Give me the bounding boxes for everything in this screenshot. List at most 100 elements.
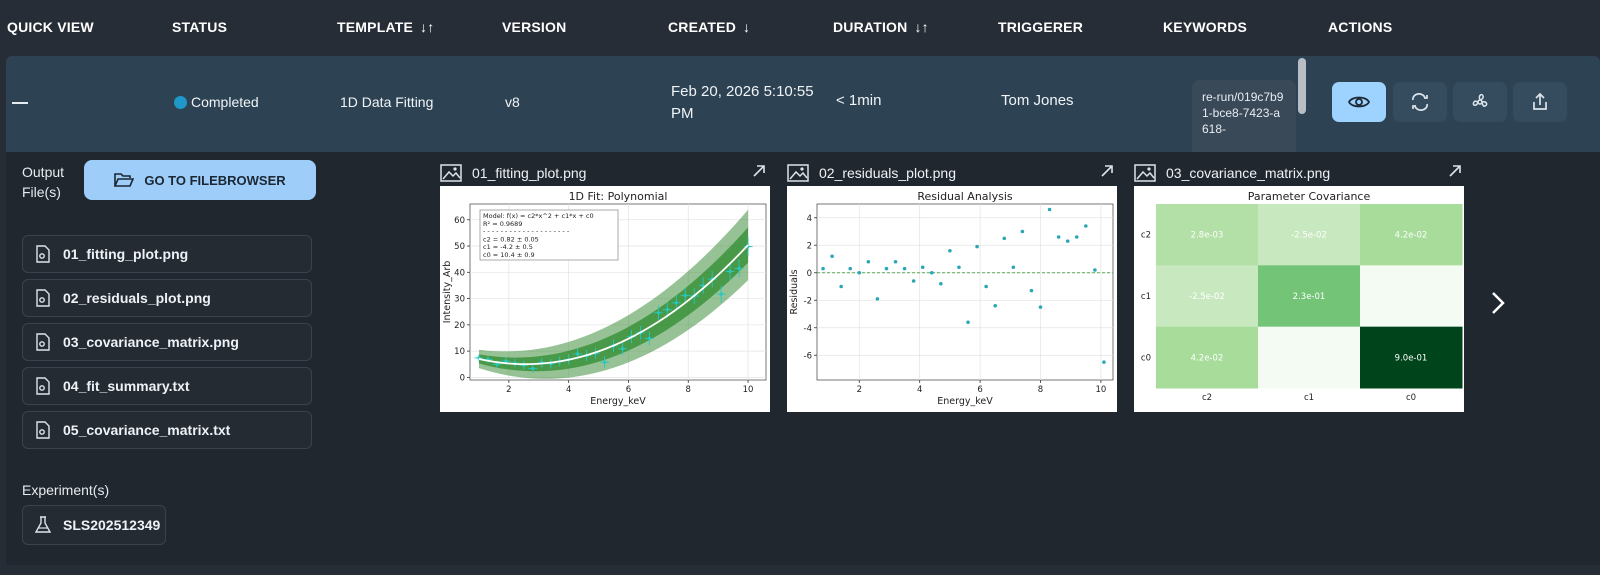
y-tick-label: c2: [1141, 231, 1151, 241]
open-external-icon[interactable]: [752, 164, 766, 178]
residual-point: [911, 279, 916, 283]
data-point: [576, 352, 580, 356]
sort-icon[interactable]: ↓↑: [420, 19, 435, 35]
col-label: TRIGGERER: [998, 19, 1084, 35]
cell-label: -2.5e-02: [1189, 292, 1225, 302]
image-icon: [1134, 164, 1156, 182]
col-quick-view: QUICK VIEW: [7, 19, 94, 35]
col-label: QUICK VIEW: [7, 19, 94, 35]
eye-icon: [1348, 96, 1370, 108]
experiment-item[interactable]: SLS202512349: [22, 505, 166, 545]
cell-label: 2.8e-03: [1191, 231, 1224, 241]
file-item[interactable]: 02_residuals_plot.png: [22, 279, 312, 317]
heatmap-cell: [1360, 265, 1463, 328]
residual-point: [893, 259, 898, 264]
file-item[interactable]: 03_covariance_matrix.png: [22, 323, 312, 361]
data-point: [728, 269, 732, 274]
residual-point: [993, 303, 998, 308]
col-label: KEYWORDS: [1163, 19, 1248, 35]
data-point: [495, 362, 499, 366]
workflow-button[interactable]: [1453, 82, 1507, 122]
cell-label: 9.0e-01: [1395, 353, 1428, 363]
x-tick-label: c1: [1304, 393, 1314, 403]
col-template[interactable]: TEMPLATE ↓↑: [337, 19, 434, 35]
y-axis-label: Intensity_Arb: [442, 261, 453, 324]
fit-line: [478, 244, 749, 366]
cell-label: -2.1e-01: [1393, 292, 1429, 302]
sort-icon[interactable]: ↓↑: [914, 19, 929, 35]
table-header: QUICK VIEW STATUS TEMPLATE ↓↑ VERSION CRE…: [0, 0, 1600, 56]
residual-point: [939, 281, 943, 286]
data-point: [647, 336, 651, 341]
residual-point: [857, 270, 862, 275]
table-row[interactable]: Completed 1D Data Fitting v8 Feb 20, 202…: [6, 56, 1600, 152]
share-button[interactable]: [1513, 82, 1567, 122]
annotation-line: c2 = 0.82 ± 0.05: [483, 235, 539, 243]
col-created[interactable]: CREATED ↓: [668, 19, 750, 35]
col-duration[interactable]: DURATION ↓↑: [833, 19, 929, 35]
image-file-icon: [23, 245, 63, 263]
details-panel: Output File(s) GO TO FILEBROWSER 01_fitt…: [6, 152, 1600, 565]
triggerer-cell: Tom Jones: [1001, 92, 1074, 109]
chart-title: Parameter Covariance: [1248, 190, 1371, 203]
x-tick-label: 6: [626, 385, 631, 395]
data-point: [620, 347, 625, 351]
share-icon: [1533, 92, 1547, 110]
status-cell: Completed: [174, 94, 259, 110]
file-item[interactable]: 01_fitting_plot.png: [22, 235, 312, 273]
col-label: CREATED: [668, 19, 737, 35]
x-axis-label: Energy_keV: [937, 396, 993, 407]
data-point: [665, 308, 669, 312]
residual-point: [884, 266, 889, 271]
heatmap-cell: [1360, 204, 1463, 266]
preview-title-text: 02_residuals_plot.png: [819, 165, 956, 181]
x-tick-label: c2: [1202, 393, 1212, 403]
col-label: VERSION: [502, 19, 567, 35]
annotation-line: Model: f(x) = c2*x^2 + c1*x + c0: [483, 212, 594, 220]
collapse-icon[interactable]: [12, 102, 28, 104]
residual-point: [875, 297, 880, 301]
residual-point: [866, 259, 871, 264]
chevron-right-icon[interactable]: [1490, 290, 1506, 316]
created-ampm: PM: [671, 105, 694, 122]
x-tick-label: 6: [977, 385, 982, 395]
file-name: 02_residuals_plot.png: [63, 290, 211, 306]
residual-point: [848, 266, 853, 271]
file-name: 03_covariance_matrix.png: [63, 334, 239, 350]
file-name: 04_fit_summary.txt: [63, 378, 190, 394]
fitting-plot[interactable]: 1D Fit: Polynomial 2 4 6 8 10 0 10 20 30 40 50 60 Ene…: [440, 186, 770, 412]
open-external-icon[interactable]: [1100, 164, 1114, 178]
y-tick-label: 50: [454, 242, 465, 252]
x-tick-label: c0: [1406, 393, 1416, 403]
residual-point: [920, 265, 925, 270]
rerun-button[interactable]: [1393, 82, 1447, 122]
covariance-plot[interactable]: Parameter Covariance 2.8e-03 -2.5e-02 4.2e-…: [1134, 186, 1464, 412]
y-tick-label: 30: [454, 295, 465, 305]
keywords-chip[interactable]: re-run/019c7b91-bce8-7423-a618-: [1192, 80, 1296, 152]
x-tick-label: 4: [917, 385, 922, 395]
y-tick-label: 60: [454, 216, 465, 226]
file-item[interactable]: 04_fit_summary.txt: [22, 367, 312, 405]
residuals-plot[interactable]: Residual Analysis 2 4 6 8 10 -6 -4 -2 0 2 4 Energy_k…: [787, 186, 1117, 412]
keywords-scrollbar[interactable]: [1298, 58, 1306, 114]
y-tick-label: 20: [454, 321, 465, 331]
heatmap-cell: [1258, 265, 1361, 328]
chart-title: 1D Fit: Polynomial: [569, 190, 668, 203]
x-tick-label: 8: [1038, 385, 1043, 395]
annotation-line: c1 = -4.2 ± 0.5: [483, 243, 533, 251]
residual-point: [1029, 288, 1034, 293]
residual-point: [1084, 224, 1088, 228]
y-tick-label: 0: [807, 269, 812, 279]
y-tick-label: -6: [804, 351, 812, 361]
residual-point: [821, 266, 825, 271]
filebrowser-label: GO TO FILEBROWSER: [144, 172, 286, 188]
heatmap-cell: [1258, 326, 1361, 389]
go-to-filebrowser-button[interactable]: GO TO FILEBROWSER: [84, 160, 316, 200]
file-item[interactable]: 05_covariance_matrix.txt: [22, 411, 312, 449]
residual-point: [966, 320, 970, 325]
open-external-icon[interactable]: [1448, 164, 1462, 178]
flask-icon: [23, 516, 63, 534]
status-text: Completed: [191, 94, 259, 110]
quick-view-button[interactable]: [1332, 82, 1386, 122]
sort-icon[interactable]: ↓: [743, 19, 751, 35]
